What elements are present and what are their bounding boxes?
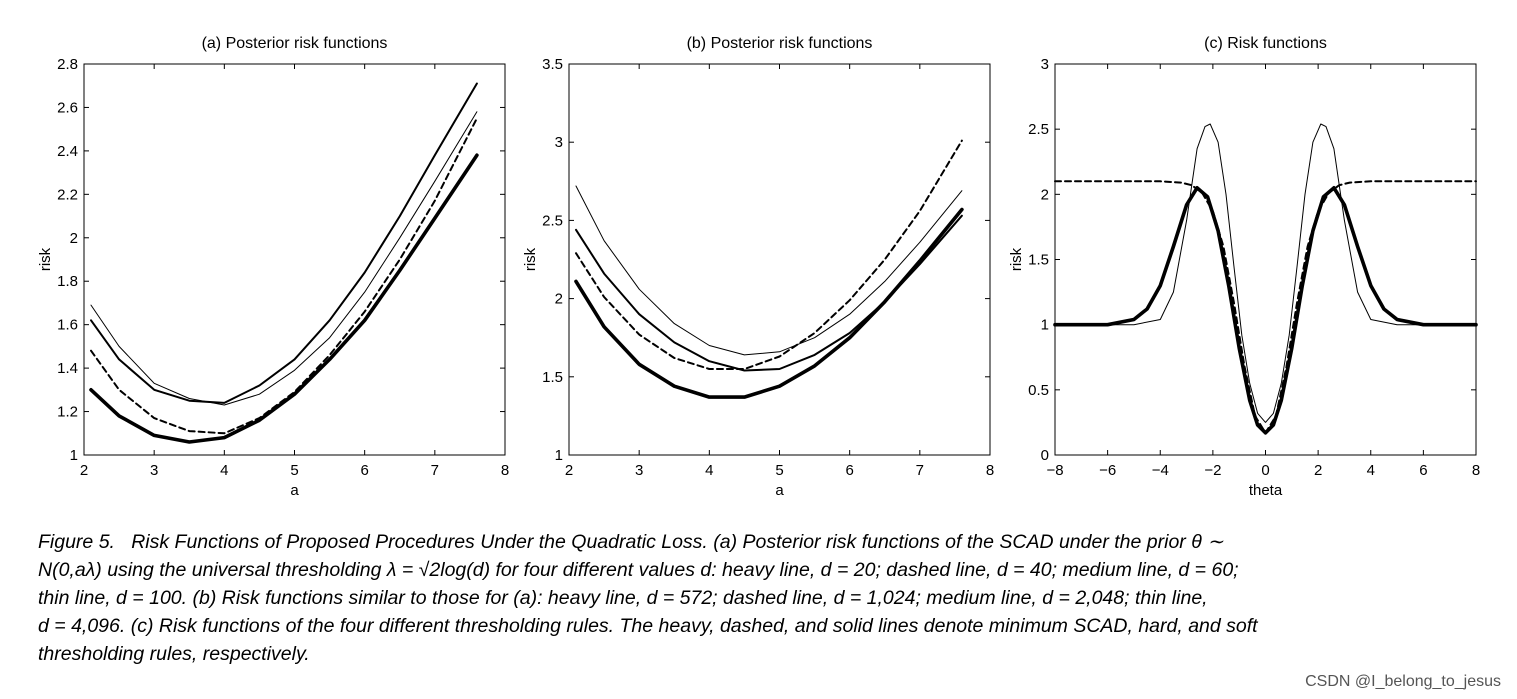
- y-tick-label: 3: [1041, 56, 1049, 73]
- x-tick-label: 7: [916, 462, 924, 479]
- y-axis-label: risk: [522, 247, 539, 271]
- y-tick-label: 0: [1041, 447, 1049, 464]
- caption-line-1: Risk Functions of Proposed Procedures Un…: [131, 531, 1224, 553]
- x-tick-label: −8: [1046, 462, 1063, 479]
- y-tick-label: 2.6: [57, 99, 78, 116]
- panel-title: (a) Posterior risk functions: [202, 35, 388, 52]
- y-tick-label: 0.5: [1028, 382, 1049, 399]
- series-line-dashed: [1054, 180, 1477, 434]
- x-tick-label: 5: [290, 462, 298, 479]
- plot-frame: [1054, 63, 1477, 456]
- y-tick-label: 1.6: [57, 317, 78, 334]
- caption-line-2: N(0,aλ) using the universal thresholding…: [38, 559, 1239, 581]
- x-tick-label: 4: [1367, 462, 1375, 479]
- series-line-thin: [1054, 123, 1477, 423]
- y-tick-label: 2.5: [1028, 121, 1049, 138]
- x-tick-label: 2: [1314, 462, 1322, 479]
- figure-charts: (a) Posterior risk functions 2 3 4 5 6 7 8 1 1.2 1…: [37, 35, 1480, 499]
- y-tick-label: 1: [70, 447, 78, 464]
- y-tick-label: 2: [555, 291, 563, 308]
- series-line-dashed: [90, 117, 478, 435]
- y-tick-label: 2.2: [57, 186, 78, 203]
- x-axis-label: a: [290, 482, 299, 499]
- series-line-thin: [575, 185, 963, 356]
- y-tick-label: 3: [555, 134, 563, 151]
- series-line-medium: [575, 214, 963, 372]
- x-tick-label: 6: [1419, 462, 1427, 479]
- caption-figure-label: Figure 5.: [38, 531, 115, 553]
- series-line-heavy: [89, 153, 479, 444]
- panel-b: (b) Posterior risk functions 2 3 4 5 6 7 8 1 1.5 2…: [522, 35, 994, 499]
- x-tick-label: 0: [1261, 462, 1269, 479]
- x-tick-label: 5: [775, 462, 783, 479]
- y-axis-label: risk: [1008, 247, 1025, 271]
- x-tick-label: 3: [150, 462, 158, 479]
- y-tick-label: 2: [70, 230, 78, 247]
- y-tick-label: 1: [555, 447, 563, 464]
- x-axis-label: theta: [1249, 482, 1283, 499]
- y-tick-label: 2.8: [57, 56, 78, 73]
- x-tick-label: −4: [1152, 462, 1169, 479]
- caption-line-5: thresholding rules, respectively.: [38, 643, 310, 665]
- y-tick-label: 2.5: [542, 212, 563, 229]
- x-tick-label: 8: [1472, 462, 1480, 479]
- y-tick-label: 1.5: [542, 369, 563, 386]
- y-tick-label: 2.4: [57, 143, 78, 160]
- y-tick-label: 1.5: [1028, 252, 1049, 269]
- series-line-dashed: [575, 139, 963, 370]
- series-line-heavy: [1053, 186, 1478, 435]
- x-tick-label: 4: [705, 462, 713, 479]
- x-tick-label: 2: [80, 462, 88, 479]
- x-tick-label: −6: [1099, 462, 1116, 479]
- x-tick-label: −2: [1204, 462, 1221, 479]
- x-tick-label: 8: [501, 462, 509, 479]
- plot-frame: [568, 63, 991, 456]
- x-tick-label: 7: [431, 462, 439, 479]
- figure-caption: Figure 5. Risk Functions of Proposed Pro…: [38, 528, 1483, 668]
- x-tick-label: 2: [565, 462, 573, 479]
- x-tick-label: 6: [360, 462, 368, 479]
- caption-line-3: thin line, d = 100. (b) Risk functions s…: [38, 587, 1208, 609]
- x-tick-label: 3: [635, 462, 643, 479]
- y-tick-label: 1.2: [57, 404, 78, 421]
- y-tick-label: 1.4: [57, 360, 78, 377]
- y-axis-label: risk: [37, 247, 54, 271]
- y-tick-label: 1: [1041, 317, 1049, 334]
- series-line-medium: [90, 82, 478, 404]
- y-tick-label: 2: [1041, 186, 1049, 203]
- watermark: CSDN @I_belong_to_jesus: [1305, 673, 1501, 690]
- x-axis-label: a: [775, 482, 784, 499]
- caption-line-4: d = 4,096. (c) Risk functions of the fou…: [38, 615, 1258, 637]
- x-tick-label: 6: [845, 462, 853, 479]
- panel-a: (a) Posterior risk functions 2 3 4 5 6 7 8 1 1.2 1…: [37, 35, 509, 499]
- series-line-thin: [90, 111, 478, 406]
- y-tick-label: 3.5: [542, 56, 563, 73]
- panel-title: (b) Posterior risk functions: [687, 35, 873, 52]
- y-tick-label: 1.8: [57, 273, 78, 290]
- panel-title: (c) Risk functions: [1204, 35, 1327, 52]
- x-tick-label: 8: [986, 462, 994, 479]
- panel-c: (c) Risk functions −8 −6 −4 −2 0 2 4 6 8 0 0.5 1 1.5 2…: [1008, 35, 1480, 499]
- x-tick-label: 4: [220, 462, 228, 479]
